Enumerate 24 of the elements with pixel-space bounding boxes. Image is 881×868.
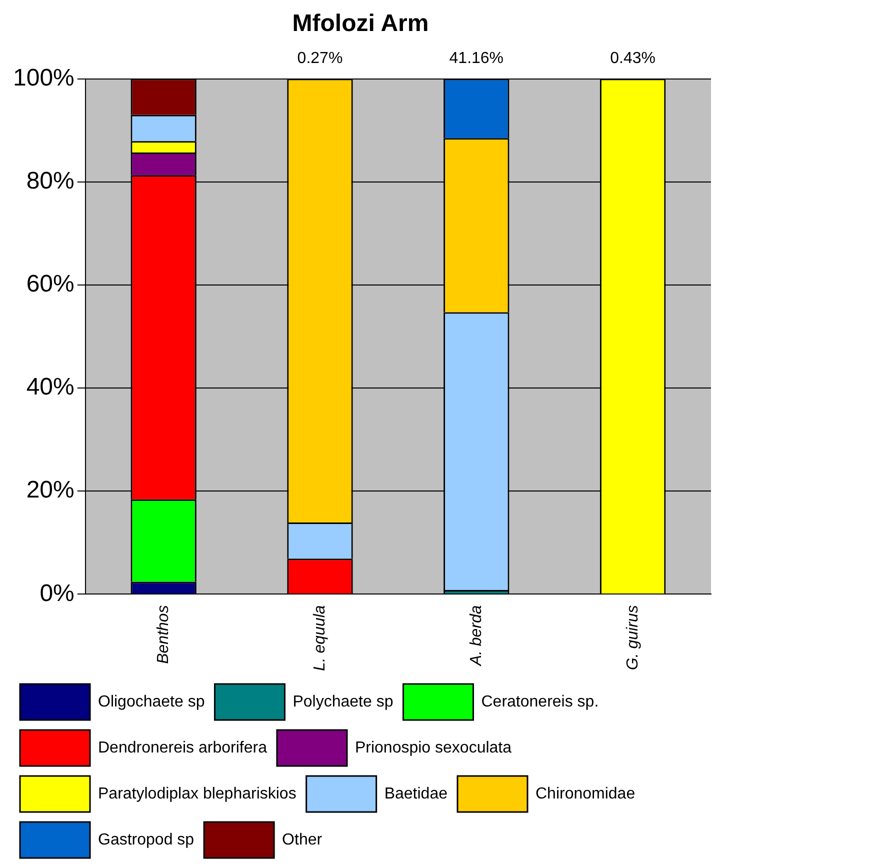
- x-tick-label: Benthos: [155, 605, 172, 664]
- legend-label: Paratylodiplax blephariskios: [98, 785, 296, 802]
- y-tick-label: 20%: [26, 476, 74, 504]
- legend-label: Oligochaete sp: [98, 693, 205, 710]
- legend-label: Dendronereis arborifera: [98, 739, 268, 756]
- y-tick-label: 40%: [26, 374, 74, 401]
- x-tick-label: G. guirus: [624, 605, 642, 670]
- legend-label: Baetidae: [384, 785, 448, 802]
- legend-label: Other: [282, 831, 323, 848]
- y-tick-label: 80%: [26, 168, 74, 194]
- x-tick-label: L. equula: [311, 605, 328, 672]
- legend-label: Prionospio sexoculata: [354, 739, 512, 756]
- annotation: 41.16%: [449, 50, 504, 68]
- annotation: 0.43%: [610, 50, 656, 68]
- chart-title: Mfolozi Arm: [292, 10, 429, 38]
- legend-label: Chironomidae: [535, 785, 636, 802]
- x-tick-label: A. berda: [468, 605, 485, 667]
- y-tick-label: 0%: [40, 580, 74, 607]
- legend-label: Polychaete sp: [292, 693, 394, 710]
- legend-label: Ceratonereis sp.: [481, 693, 599, 710]
- y-tick-label: 60%: [26, 270, 74, 298]
- legend-label: Gastropod sp: [98, 831, 194, 848]
- y-tick-label: 100%: [12, 64, 74, 92]
- annotation: 0.27%: [297, 50, 343, 68]
